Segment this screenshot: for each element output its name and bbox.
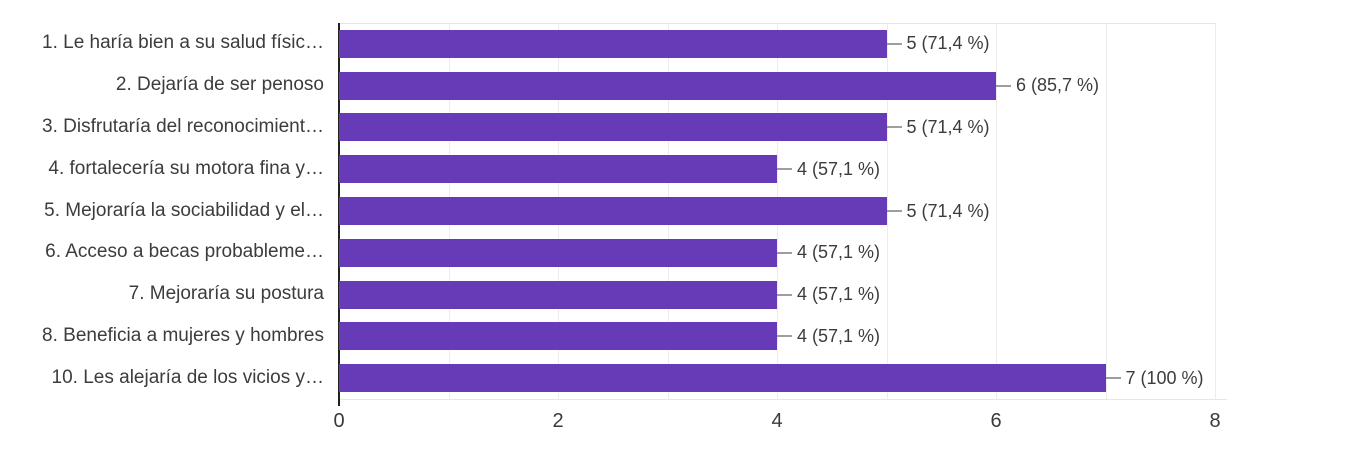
value-connector-line: [886, 42, 902, 45]
value-label: 4 (57,1 %): [797, 158, 881, 179]
category-label: 5. Mejoraría la sociabilidad y el…: [44, 199, 324, 221]
x-axis-tick-label: 6: [990, 410, 1002, 432]
category-label: 2. Dejaría de ser penoso: [115, 74, 324, 96]
zero-axis-line: [338, 23, 340, 406]
value-label: 4 (57,1 %): [797, 284, 881, 305]
gridline: [1215, 23, 1216, 399]
gridline: [996, 23, 997, 399]
x-axis-tick-label: 0: [333, 410, 345, 432]
value-connector-line: [1105, 377, 1121, 380]
value-label: 5 (71,4 %): [906, 33, 990, 54]
bar-row: 7. Mejoraría su postura 4 (57,1 %): [0, 274, 1350, 316]
bar: [339, 280, 777, 309]
bar: [339, 364, 1106, 393]
gridline: [448, 23, 450, 399]
value-label: 4 (57,1 %): [797, 242, 881, 263]
gridline: [886, 23, 888, 399]
value-connector-line: [886, 126, 902, 129]
x-axis-baseline: [339, 399, 1227, 400]
value-label: 7 (100 %): [1125, 367, 1204, 388]
value-label: 6 (85,7 %): [1016, 75, 1100, 96]
category-label: 7. Mejoraría su postura: [128, 283, 324, 305]
category-label: 3. Disfrutaría del reconocimient…: [42, 116, 324, 137]
bar-row: 1. Le haría bien a su salud físic… 5 (71,…: [0, 23, 1350, 65]
bar: [339, 197, 887, 226]
bar-row: 3. Disfrutaría del reconocimient… 5 (71,4…: [0, 107, 1350, 149]
value-connector-line: [777, 293, 792, 296]
bar: [339, 322, 777, 351]
bar-row: 2. Dejaría de ser penoso 6 (85,7 %): [0, 65, 1350, 107]
bar-row: 8. Beneficia a mujeres y hombres 4 (57,1 …: [0, 315, 1350, 357]
value-label: 5 (71,4 %): [906, 200, 990, 221]
category-label: 4. fortalecería su motora fina y…: [48, 157, 324, 179]
value-label: 4 (57,1 %): [797, 325, 881, 346]
bar-row: 4. fortalecería su motora fina y… 4 (57,1…: [0, 148, 1350, 190]
category-label: 8. Beneficia a mujeres y hombres: [42, 324, 324, 346]
bar: [339, 71, 996, 100]
bar: [339, 29, 887, 58]
bar-row: 5. Mejoraría la sociabilidad y el… 5 (71,…: [0, 190, 1350, 232]
bar: [339, 238, 777, 267]
value-connector-line: [886, 210, 902, 213]
x-axis-tick-label: 4: [771, 410, 783, 432]
bar-row: 6. Acceso a becas probableme… 4 (57,1 %): [0, 232, 1350, 274]
bar: [339, 113, 887, 142]
gridline: [1105, 23, 1107, 399]
bar-rows: 1. Le haría bien a su salud físic… 5 (71,…: [0, 23, 1350, 399]
category-label: 1. Le haría bien a su salud físic…: [42, 32, 324, 54]
bar-row: 10. Les alejaría de los vicios y… 7 (100 …: [0, 357, 1350, 399]
value-connector-line: [777, 168, 792, 171]
value-connector-line: [777, 251, 792, 254]
gridline: [777, 23, 778, 399]
x-axis-tick-label: 8: [1209, 410, 1221, 432]
gridline: [558, 23, 559, 399]
category-label: 6. Acceso a becas probableme…: [45, 241, 324, 263]
x-axis-tick-label: 2: [552, 410, 564, 432]
plot-top-border: [339, 23, 1215, 24]
bar: [339, 155, 777, 184]
category-label: 10. Les alejaría de los vicios y…: [51, 366, 324, 388]
value-connector-line: [777, 335, 792, 338]
gridline: [667, 23, 669, 399]
value-label: 5 (71,4 %): [906, 116, 990, 137]
value-connector-line: [996, 84, 1011, 87]
